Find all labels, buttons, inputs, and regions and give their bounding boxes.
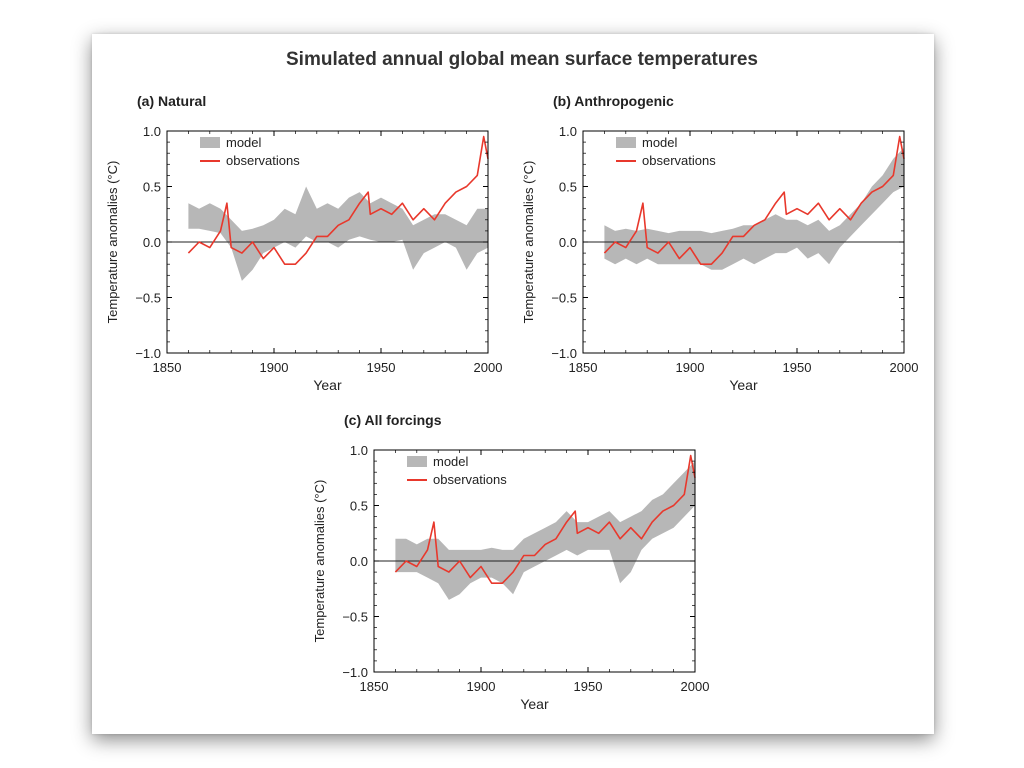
x-axis-label: Year bbox=[520, 696, 549, 712]
panel-label: (a) Natural bbox=[137, 93, 206, 109]
y-tick-label: −1.0 bbox=[551, 346, 577, 361]
y-tick-label: −1.0 bbox=[342, 665, 368, 680]
legend-swatch-model bbox=[200, 137, 220, 148]
x-tick-label: 2000 bbox=[890, 360, 919, 375]
y-tick-label: 1.0 bbox=[350, 443, 368, 458]
x-tick-label: 2000 bbox=[474, 360, 503, 375]
legend-label-model: model bbox=[226, 135, 262, 150]
y-axis-label: Temperature anomalies (°C) bbox=[105, 161, 120, 324]
legend-label-observations: observations bbox=[642, 153, 716, 168]
legend-label-observations: observations bbox=[226, 153, 300, 168]
x-tick-label: 1850 bbox=[153, 360, 182, 375]
y-tick-label: −1.0 bbox=[135, 346, 161, 361]
legend-label-model: model bbox=[642, 135, 678, 150]
panel-label: (b) Anthropogenic bbox=[553, 93, 674, 109]
y-tick-label: 0.5 bbox=[143, 180, 161, 195]
figure-title: Simulated annual global mean surface tem… bbox=[286, 49, 758, 70]
x-axis-label: Year bbox=[729, 377, 758, 393]
observations-line bbox=[394, 454, 696, 585]
panel-label: (c) All forcings bbox=[344, 412, 442, 428]
observations-line bbox=[187, 135, 489, 266]
x-tick-label: 1950 bbox=[574, 679, 603, 694]
figure-card bbox=[92, 34, 934, 734]
y-tick-label: 0.0 bbox=[559, 235, 577, 250]
model-band bbox=[604, 147, 904, 270]
y-tick-label: 0.0 bbox=[143, 235, 161, 250]
y-tick-label: 1.0 bbox=[143, 124, 161, 139]
y-axis-label: Temperature anomalies (°C) bbox=[521, 161, 536, 324]
x-tick-label: 1900 bbox=[467, 679, 496, 694]
model-band bbox=[395, 461, 695, 600]
x-axis-label: Year bbox=[313, 377, 342, 393]
legend-label-observations: observations bbox=[433, 472, 507, 487]
y-tick-label: −0.5 bbox=[135, 291, 161, 306]
x-tick-label: 1900 bbox=[676, 360, 705, 375]
legend-swatch-model bbox=[407, 456, 427, 467]
x-tick-label: 1900 bbox=[260, 360, 289, 375]
x-tick-label: 1950 bbox=[783, 360, 812, 375]
y-tick-label: −0.5 bbox=[551, 291, 577, 306]
y-axis-label: Temperature anomalies (°C) bbox=[312, 480, 327, 643]
x-tick-label: 1850 bbox=[569, 360, 598, 375]
observations-line bbox=[603, 135, 905, 266]
x-tick-label: 2000 bbox=[681, 679, 710, 694]
y-tick-label: 0.5 bbox=[350, 499, 368, 514]
y-tick-label: 0.5 bbox=[559, 180, 577, 195]
legend-label-model: model bbox=[433, 454, 469, 469]
y-tick-label: 1.0 bbox=[559, 124, 577, 139]
y-tick-label: −0.5 bbox=[342, 610, 368, 625]
x-tick-label: 1850 bbox=[360, 679, 389, 694]
x-tick-label: 1950 bbox=[367, 360, 396, 375]
y-tick-label: 0.0 bbox=[350, 554, 368, 569]
model-band bbox=[188, 186, 488, 281]
legend-swatch-model bbox=[616, 137, 636, 148]
